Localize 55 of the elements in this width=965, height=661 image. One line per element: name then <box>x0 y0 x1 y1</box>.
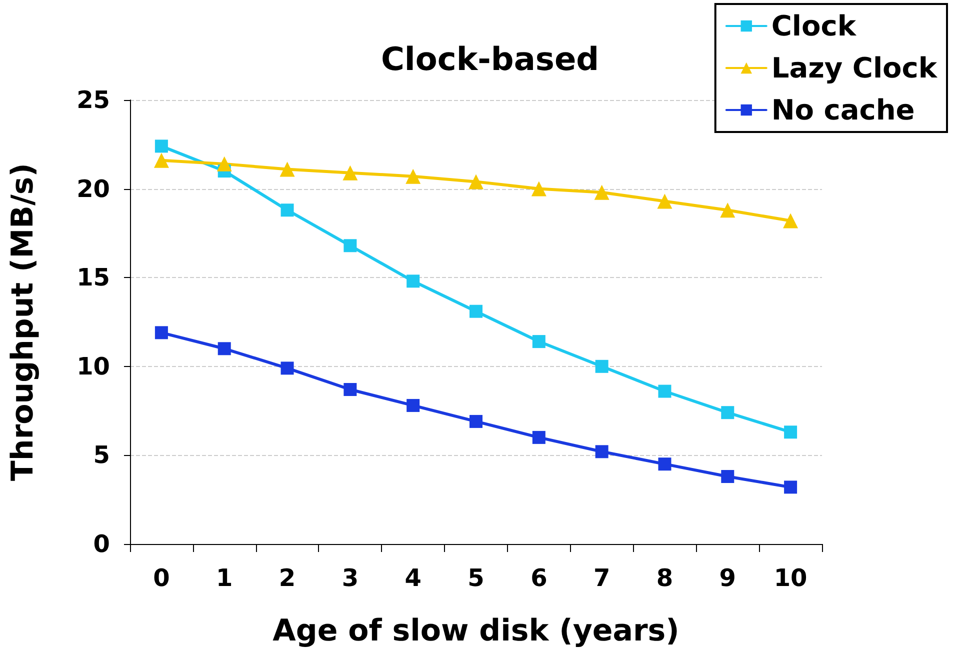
x-tick-label: 10 <box>774 564 808 592</box>
y-axis-title: Throughput (MB/s) <box>6 163 40 481</box>
point <box>784 480 798 494</box>
point <box>280 362 294 375</box>
legend-label: Clock <box>771 10 858 42</box>
point <box>720 202 736 218</box>
point <box>406 398 420 412</box>
point <box>154 140 168 153</box>
point <box>721 470 734 484</box>
point <box>342 165 358 180</box>
y-tick-label: 5 <box>93 441 110 470</box>
point <box>154 326 168 340</box>
point <box>594 184 610 200</box>
x-tick-label: 9 <box>719 564 736 592</box>
point <box>344 239 357 252</box>
point <box>658 458 672 471</box>
point <box>783 213 798 228</box>
y-tick-label: 20 <box>76 174 110 203</box>
chart-title: Clock-based <box>380 40 600 78</box>
point <box>658 384 672 398</box>
x-tick-label: 6 <box>530 564 548 592</box>
x-tick-label: 0 <box>153 564 170 592</box>
point <box>280 162 295 177</box>
point <box>468 174 484 190</box>
y-tick-label: 10 <box>76 352 110 380</box>
point <box>657 194 672 209</box>
y-tick-label: 0 <box>93 530 110 558</box>
legend-label: Lazy Clock <box>771 52 938 84</box>
point <box>531 181 546 196</box>
x-tick-label: 7 <box>593 564 610 592</box>
y-tick-label: 25 <box>76 86 110 114</box>
y-tick-label: 15 <box>76 264 110 292</box>
point <box>280 204 294 217</box>
point <box>344 382 357 396</box>
x-tick-label: 5 <box>468 564 484 592</box>
point <box>721 406 734 420</box>
point <box>154 152 169 168</box>
point <box>784 426 798 439</box>
x-tick-label: 8 <box>656 564 674 592</box>
point <box>216 156 232 172</box>
point <box>532 335 546 348</box>
x-axis-title: Age of slow disk (years) <box>272 614 680 648</box>
point <box>595 360 608 373</box>
point <box>470 304 482 318</box>
point <box>218 342 231 356</box>
x-tick-label: 1 <box>216 564 233 592</box>
point <box>595 445 608 458</box>
point <box>532 430 546 444</box>
x-tick-label: 2 <box>278 564 296 592</box>
point <box>470 414 482 428</box>
point <box>406 168 421 184</box>
point <box>406 274 420 288</box>
legend-label: No cache <box>771 94 915 126</box>
x-tick-label: 3 <box>342 564 359 592</box>
x-tick-label: 4 <box>404 564 422 592</box>
